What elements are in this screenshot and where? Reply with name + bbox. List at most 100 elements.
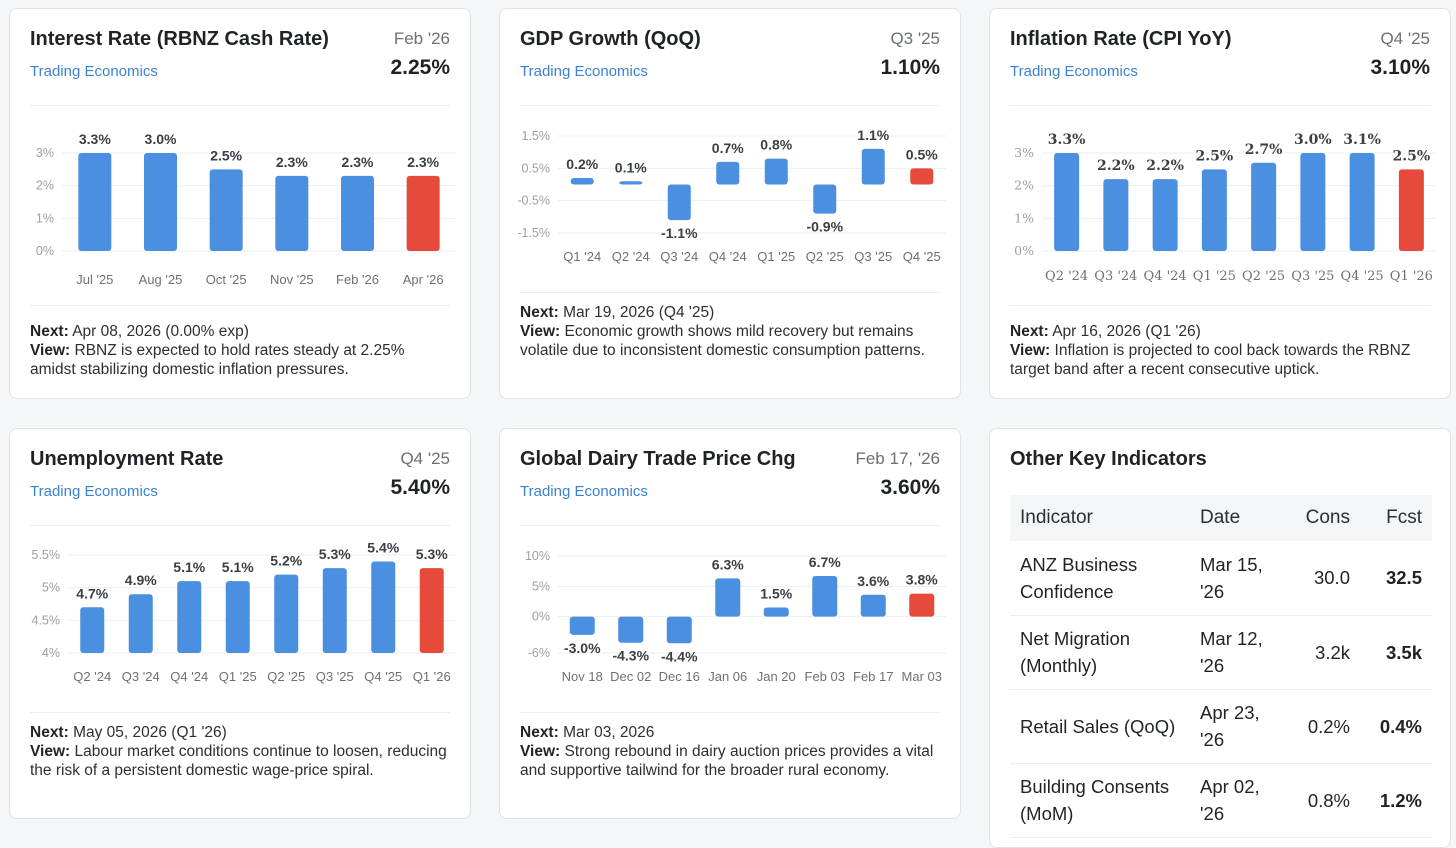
next-release: Next: May 05, 2026 (Q1 '26) (30, 724, 227, 741)
source-link[interactable]: Trading Economics (30, 483, 158, 500)
y-tick-label: 3% (1014, 145, 1034, 160)
bar (1300, 153, 1326, 251)
bar (1349, 153, 1375, 251)
y-tick-label: 4% (42, 646, 60, 660)
cell-fcst: 1.2% (1360, 763, 1432, 838)
x-tick-label: Feb 17 (853, 669, 893, 684)
x-tick-label: Feb '26 (336, 272, 379, 287)
data-label: 3.6% (857, 573, 889, 589)
bar (78, 153, 112, 251)
data-label: 3.1% (1343, 132, 1381, 148)
x-tick-label: Jul '25 (76, 272, 113, 287)
cell-fcst: 32.5 (1360, 541, 1432, 616)
forecast-bar (419, 568, 444, 653)
data-label: 3.0% (145, 131, 177, 147)
card-footer: Next: Apr 08, 2026 (0.00% exp) View: RBN… (30, 322, 450, 379)
cell-fcst: 3.5k (1360, 615, 1432, 690)
card-inflation-rate: Inflation Rate (CPI YoY) Q4 '25 Trading … (989, 8, 1451, 399)
y-tick-label: 0% (1014, 243, 1034, 258)
y-tick-label: 0.5% (522, 161, 551, 175)
bar (666, 616, 692, 644)
x-tick-label: Q3 '24 (122, 669, 160, 684)
x-tick-label: Q3 '24 (1094, 269, 1137, 284)
card-title: Global Dairy Trade Price Chg (520, 448, 796, 470)
data-label: 2.3% (342, 154, 374, 170)
card-footer: Next: Mar 03, 2026 View: Strong rebound … (520, 723, 940, 780)
card-footer: Next: Mar 19, 2026 (Q4 '25) View: Econom… (520, 303, 940, 360)
table-row: Net Migration (Monthly) Mar 12, '26 3.2k… (1010, 615, 1432, 690)
source-link[interactable]: Trading Economics (520, 63, 648, 80)
y-tick-label: -0.5% (517, 194, 550, 208)
view-text: View: Inflation is projected to cool bac… (1010, 342, 1411, 378)
data-label: 2.5% (1393, 148, 1431, 164)
forecast-bar (406, 175, 440, 251)
bar (569, 616, 595, 635)
x-tick-label: Q3 '24 (660, 249, 698, 264)
data-label: 6.3% (712, 556, 744, 572)
forecast-bar (1398, 169, 1424, 251)
data-label: 0.1% (615, 159, 647, 175)
x-tick-label: Nov '25 (270, 272, 314, 287)
bar (763, 607, 789, 617)
x-tick-label: Q1 '25 (1193, 269, 1236, 284)
card-gdp-growth: GDP Growth (QoQ) Q3 '25 Trading Economic… (499, 8, 961, 399)
bar-chart-inflation-rate: 0% 1% 2% 3% 3.3% Q2 '24 2.2% Q3 '24 2.2% Q4 '24 2.… (1014, 132, 1436, 284)
table-row: Retail Sales (QoQ) Apr 23, '26 0.2% 0.4% (1010, 689, 1432, 764)
source-link[interactable]: Trading Economics (520, 483, 648, 500)
bar (128, 594, 153, 653)
y-tick-label: 0% (36, 244, 54, 258)
bar-chart-interest-rate: 0% 1% 2% 3% 3.3% Jul '25 3.0% Aug '25 2.5% Oct '2… (36, 131, 456, 287)
cell-date: Mar 15, '26 (1190, 541, 1286, 616)
source-link[interactable]: Trading Economics (1010, 63, 1138, 80)
data-label: 3.3% (1048, 132, 1086, 148)
card-dairy-trade: Global Dairy Trade Price Chg Feb 17, '26… (499, 428, 961, 819)
x-tick-label: Q4 '24 (170, 669, 208, 684)
data-label: 0.8% (760, 137, 792, 153)
cell-indicator: Retail Sales (QoQ) (1010, 689, 1190, 764)
cell-fcst: 0.4% (1360, 689, 1432, 764)
divider (1010, 305, 1430, 306)
card-value: 3.10% (1370, 56, 1430, 79)
bar (861, 148, 885, 185)
y-tick-label: 5% (532, 579, 550, 593)
cell-cons: 0.8% (1286, 763, 1360, 838)
bar-chart-gdp-growth: 1.5% 0.5% -0.5% -1.5% 0.2% Q1 '24 0.1% Q2 '24 -1… (517, 127, 946, 264)
data-label: 0.2% (566, 156, 598, 172)
bar (274, 574, 299, 653)
card-footer: Next: May 05, 2026 (Q1 '26) View: Labour… (30, 723, 450, 780)
x-tick-label: Q1 '25 (219, 669, 257, 684)
cell-indicator: Net Migration (Monthly) (1010, 615, 1190, 690)
x-tick-label: Q2 '25 (267, 669, 305, 684)
card-period: Feb 17, '26 (855, 449, 940, 468)
data-label: 4.9% (125, 572, 157, 588)
data-label: 5.3% (319, 546, 351, 562)
cell-cons: 30.0 (1286, 541, 1360, 616)
card-title: Other Key Indicators (1010, 448, 1207, 470)
data-label: 4.7% (76, 585, 108, 601)
bar (1201, 169, 1227, 251)
bar (177, 581, 202, 653)
data-label: -4.3% (612, 648, 649, 664)
data-label: 0.7% (712, 140, 744, 156)
col-fcst: Fcst (1360, 495, 1432, 541)
x-tick-label: Feb 03 (805, 669, 845, 684)
data-label: -0.9% (806, 219, 843, 235)
x-tick-label: Q2 '24 (1045, 269, 1088, 284)
data-label: 0.5% (906, 146, 938, 162)
view-text: View: Labour market conditions continue … (30, 743, 447, 779)
card-value: 2.25% (390, 56, 450, 79)
card-value: 1.10% (880, 56, 940, 79)
y-tick-label: 3% (36, 146, 54, 160)
divider (30, 712, 450, 713)
x-tick-label: Q3 '25 (1291, 269, 1334, 284)
y-tick-label: 5% (42, 581, 60, 595)
table-row: ANZ Business Confidence Mar 15, '26 30.0… (1010, 541, 1432, 616)
bar (813, 184, 837, 214)
bar (1054, 153, 1080, 251)
card-title: Inflation Rate (CPI YoY) (1010, 28, 1232, 50)
col-cons: Cons (1286, 495, 1360, 541)
table-header-row: Indicator Date Cons Fcst (1010, 495, 1432, 541)
x-tick-label: Q3 '25 (316, 669, 354, 684)
source-link[interactable]: Trading Economics (30, 63, 158, 80)
x-tick-label: Mar 03 (902, 669, 942, 684)
